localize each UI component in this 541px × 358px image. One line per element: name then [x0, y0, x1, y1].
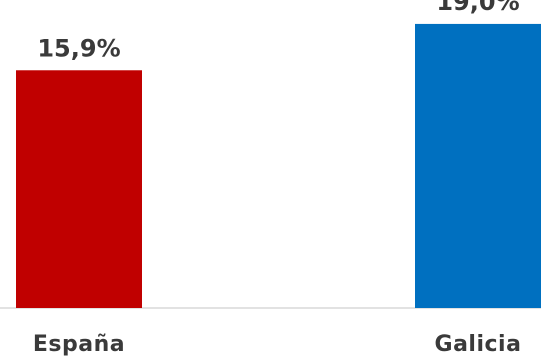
category-label-galicia: Galicia — [435, 332, 522, 357]
category-label-espana: España — [33, 332, 125, 357]
bar-espana — [16, 70, 142, 308]
bar-value-label-galicia: 19,0% — [436, 0, 519, 16]
bar-value-label-espana: 15,9% — [37, 34, 120, 62]
bar-galicia — [415, 23, 541, 308]
